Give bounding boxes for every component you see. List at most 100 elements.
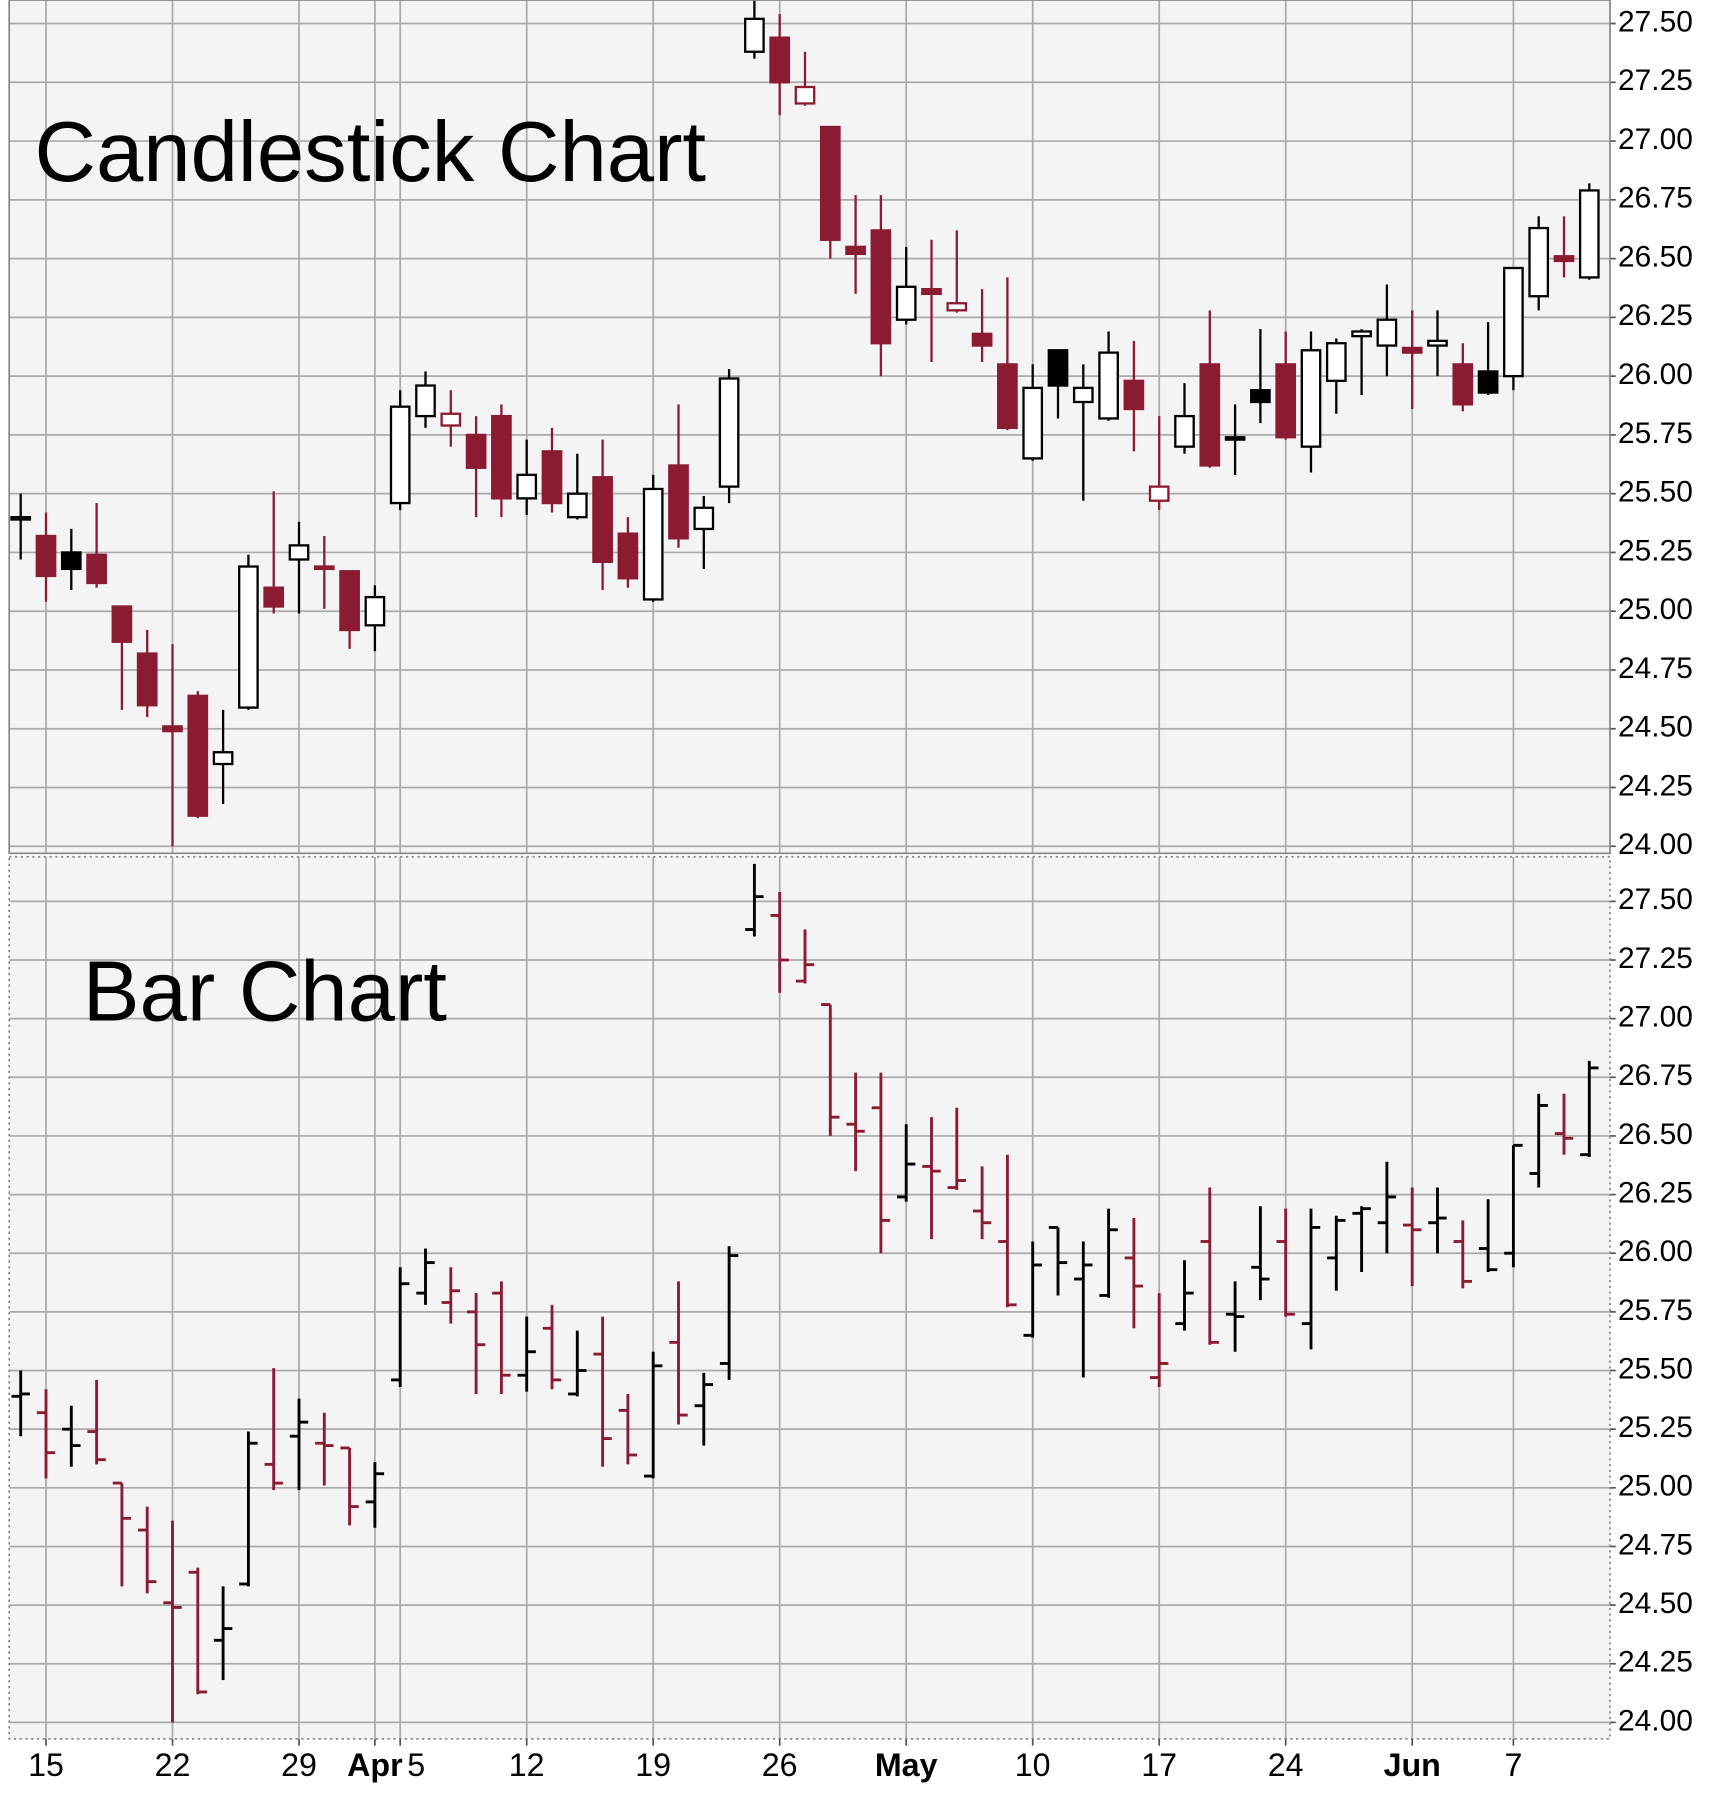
candle-body (415, 384, 436, 418)
plot-area (9, 0, 1610, 854)
candle-body (1376, 318, 1398, 347)
candle-body (440, 412, 462, 427)
y-tick-label: 24.50 (1618, 711, 1693, 744)
candle-body (111, 605, 133, 643)
x-tick-label: 19 (635, 1747, 671, 1783)
candle-body (693, 506, 715, 531)
y-tick-label: 24.75 (1618, 1528, 1693, 1561)
candle-body (946, 302, 968, 312)
candle-body (35, 534, 57, 578)
candle-body (1427, 339, 1448, 347)
y-tick-label: 26.75 (1618, 182, 1693, 215)
y-tick-label: 24.50 (1618, 1587, 1693, 1620)
candle-body (1300, 349, 1322, 448)
y-tick-label: 24.25 (1618, 1646, 1693, 1679)
candle-body (212, 751, 234, 766)
candle-body (921, 288, 942, 296)
plot-background (9, 0, 1611, 854)
y-tick-label: 27.00 (1618, 1001, 1693, 1034)
candle-body (313, 565, 335, 571)
x-tick-label: 7 (1504, 1747, 1522, 1783)
y-tick-label: 26.25 (1618, 299, 1693, 332)
y-tick-label: 24.00 (1618, 828, 1693, 861)
x-tick-label: 10 (1015, 1747, 1051, 1783)
candle-body (744, 17, 765, 53)
y-tick-label: 27.50 (1618, 5, 1693, 38)
candle-body (566, 492, 588, 519)
candle-body (592, 476, 613, 563)
y-tick-label: 25.00 (1618, 1470, 1693, 1503)
y-tick-label: 25.00 (1618, 593, 1693, 626)
chart-title: Candlestick Chart (35, 105, 707, 200)
y-tick-label: 26.50 (1618, 240, 1693, 273)
y-tick-label: 27.00 (1618, 123, 1693, 156)
x-tick-label: 24 (1268, 1747, 1304, 1783)
y-tick-label: 24.25 (1618, 769, 1693, 802)
candle-body (10, 516, 32, 521)
candle-body (263, 586, 285, 608)
candle-body (1452, 363, 1474, 406)
candle-body (1148, 485, 1170, 502)
chart-title: Bar Chart (83, 945, 447, 1040)
y-tick-label: 25.25 (1618, 1411, 1693, 1444)
y-tick-label: 27.50 (1618, 883, 1693, 916)
candle-body (187, 694, 209, 817)
x-tick-label: May (875, 1747, 938, 1783)
candle-body (794, 85, 816, 105)
candle-body (617, 532, 639, 580)
x-tick-label: 17 (1141, 1747, 1177, 1783)
y-tick-label: 25.75 (1618, 1294, 1693, 1327)
candle-body (1325, 342, 1347, 382)
candle-body (1123, 379, 1145, 411)
candle-body (541, 450, 563, 505)
y-tick-label: 26.00 (1618, 1235, 1693, 1268)
candle-body (769, 36, 791, 84)
plot-area (9, 856, 1610, 1739)
y-tick-label: 24.00 (1618, 1704, 1693, 1737)
y-tick-label: 26.25 (1618, 1176, 1693, 1209)
candle-body (1553, 255, 1575, 263)
candle-body (389, 405, 411, 505)
x-tick-label: 15 (28, 1747, 64, 1783)
candle-body (364, 595, 386, 627)
x-tick-label: 29 (281, 1747, 317, 1783)
x-tick-label: Jun (1384, 1747, 1441, 1783)
candle-body (642, 487, 664, 601)
candle-body (516, 473, 538, 500)
candle-body (997, 363, 1018, 430)
x-tick-label: Apr (347, 1747, 403, 1783)
y-tick-label: 25.75 (1618, 417, 1693, 450)
candle-body (1047, 349, 1069, 387)
y-tick-label: 26.75 (1618, 1059, 1693, 1092)
candle-body (1401, 346, 1423, 354)
candle-body (1477, 370, 1499, 394)
candle-body (870, 229, 892, 345)
candle-body (1578, 189, 1600, 279)
candle-body (465, 433, 487, 469)
plot-border (8, 855, 1611, 1740)
candle-body (288, 544, 310, 561)
candle-body (668, 464, 689, 540)
candle-body (339, 570, 360, 632)
x-tick-label: 26 (762, 1747, 798, 1783)
candle-body (1503, 266, 1524, 378)
candle-body (162, 725, 183, 733)
candle-body (60, 551, 82, 571)
y-tick-label: 27.25 (1618, 942, 1693, 975)
plot-border (8, 0, 1611, 855)
candle-body (238, 565, 259, 709)
y-tick-label: 26.00 (1618, 358, 1693, 391)
candle-body (1224, 436, 1246, 441)
y-tick-label: 24.75 (1618, 652, 1693, 685)
candle-body (136, 652, 158, 707)
candle-body (491, 414, 512, 500)
candle-body (1174, 414, 1195, 448)
plot-background (9, 856, 1611, 1739)
candle-body (1250, 389, 1271, 404)
candle-body (1199, 363, 1221, 467)
candle-body (819, 125, 841, 241)
candle-body (86, 553, 107, 585)
y-tick-label: 26.50 (1618, 1118, 1693, 1151)
